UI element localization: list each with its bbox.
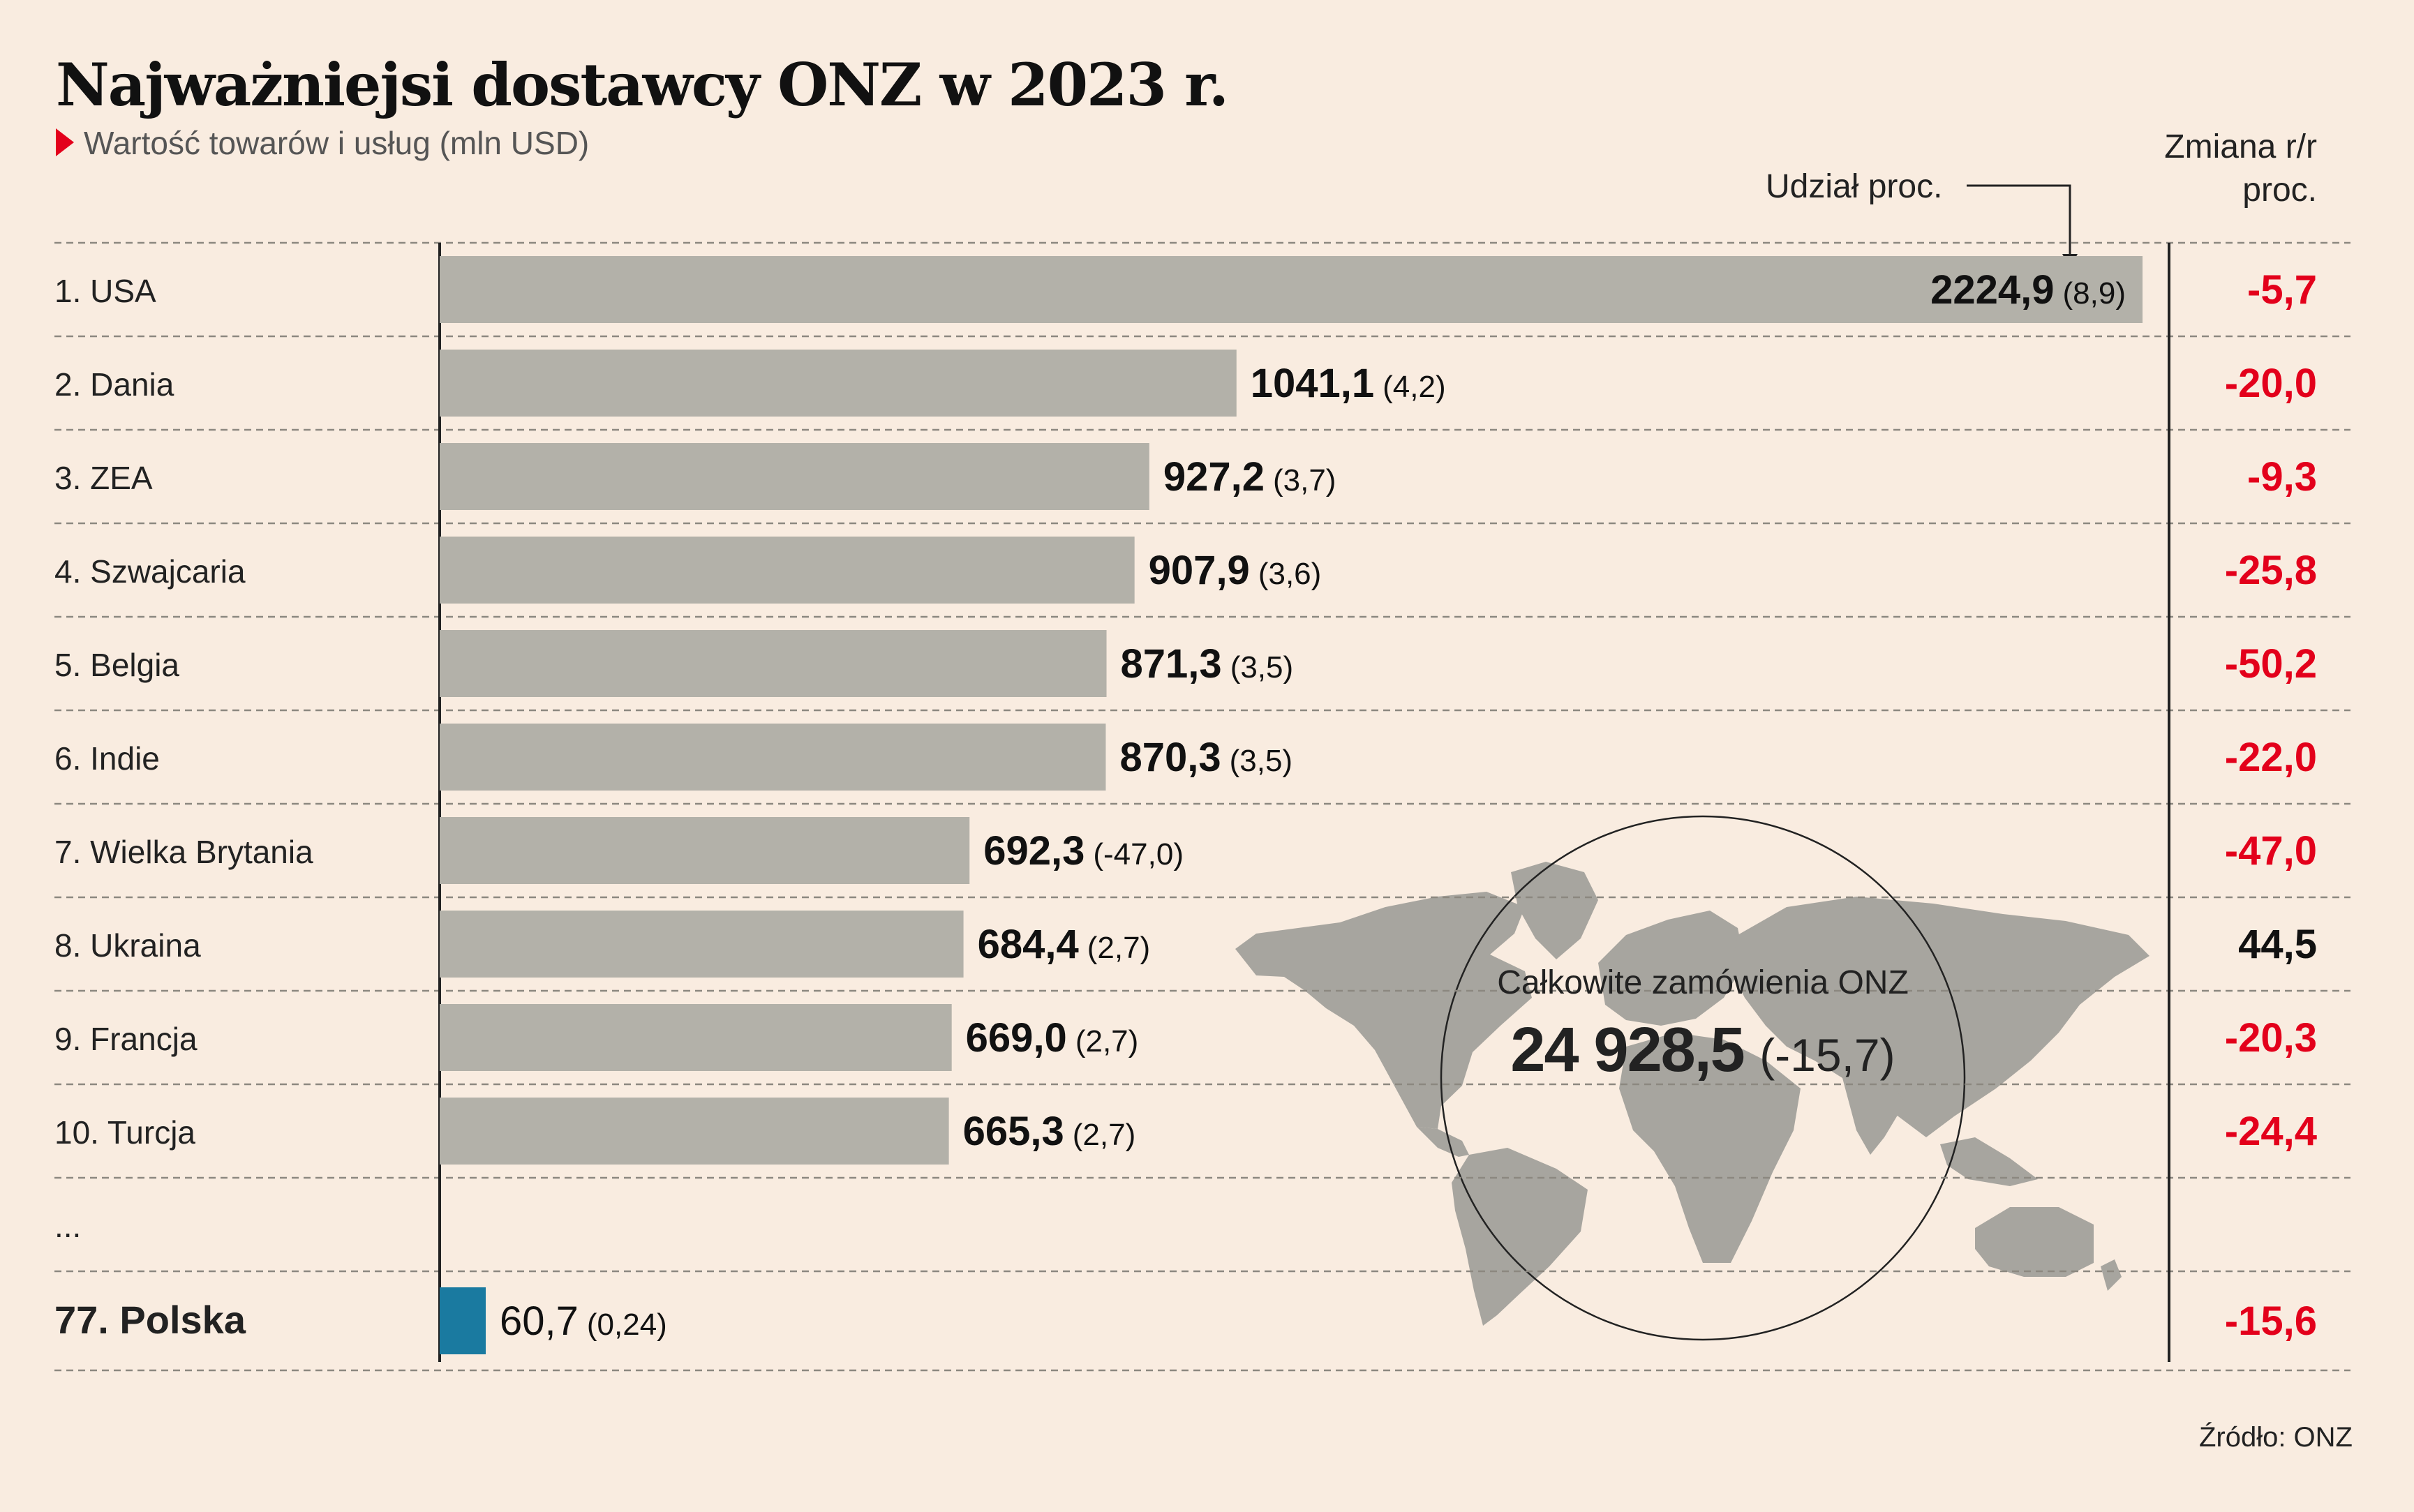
north-america-shape (1235, 892, 1532, 1129)
category-label: 4. Szwajcaria (54, 553, 246, 590)
share-label: (-47,0) (1093, 837, 1184, 871)
category-label: 5. Belgia (54, 647, 179, 683)
source-note: Źródło: ONZ (2198, 1422, 2353, 1453)
bar (440, 350, 1237, 417)
value-label: 665,3 (963, 1109, 1064, 1154)
bar (440, 256, 2143, 323)
data-label: 870,3 (3,5) (1119, 735, 1292, 780)
category-label: 7. Wielka Brytania (54, 834, 313, 870)
data-label: 692,3 (-47,0) (983, 828, 1184, 874)
southeast-asia-shape (1940, 1137, 2038, 1186)
new-zealand-shape (2101, 1259, 2122, 1291)
data-label: 907,9 (3,6) (1149, 548, 1322, 593)
total-orders-value: 24 928,5 (1510, 1015, 1745, 1085)
category-label: 9. Francja (54, 1021, 198, 1057)
share-column-label: Udział proc. (1766, 168, 1943, 205)
value-label: 2224,9 (1930, 267, 2054, 313)
share-label: (8,9) (2063, 276, 2126, 310)
bar (440, 1098, 949, 1165)
central-america-shape (1417, 1127, 1469, 1157)
share-label: (3,5) (1230, 650, 1293, 684)
share-label: (2,7) (1075, 1024, 1138, 1058)
australia-shape (1975, 1207, 2094, 1277)
asia-shape (1731, 897, 2149, 1137)
bar (440, 537, 1135, 604)
change-label: -5,7 (2247, 267, 2317, 313)
data-label: 669,0 (2,7) (966, 1015, 1139, 1061)
europe-shape (1598, 911, 1745, 1026)
value-label: 870,3 (1119, 735, 1221, 780)
red-triangle-icon (56, 128, 74, 156)
share-label: (2,7) (1073, 1118, 1135, 1152)
total-orders-change: (-15,7) (1759, 1029, 1895, 1081)
share-label: (2,7) (1087, 931, 1150, 965)
change-label: 44,5 (2238, 922, 2317, 967)
change-column-header: Zmiana r/r proc. (2164, 128, 2317, 209)
greenland-shape (1511, 862, 1598, 959)
change-label: -47,0 (2225, 828, 2317, 874)
chart-subtitle: Wartość towarów i usług (mln USD) (84, 125, 590, 161)
share-label: (3,7) (1273, 463, 1336, 497)
data-label: 684,4 (2,7) (978, 922, 1151, 967)
change-label: -50,2 (2225, 641, 2317, 687)
bars-layer: 1. USA 2224,9 (8,9) -5,7 2. Dania 1041,1 (4,2)… (54, 241, 2350, 1372)
total-orders-label: Całkowite zamówienia ONZ (1497, 964, 1909, 1001)
data-label: 2224,9 (8,9) (1930, 267, 2126, 313)
bar (440, 724, 1106, 791)
india-shape (1842, 1075, 1905, 1155)
change-label: -9,3 (2247, 454, 2317, 500)
category-label: 2. Dania (54, 366, 174, 403)
value-label: 684,4 (978, 922, 1079, 967)
share-label: (0,24) (587, 1308, 667, 1342)
share-label: (3,6) (1258, 557, 1321, 591)
share-label: (3,5) (1230, 744, 1292, 778)
data-label: 927,2 (3,7) (1163, 454, 1336, 500)
total-orders-block: Całkowite zamówienia ONZ 24 928,5 (-15,7… (1438, 963, 1968, 1086)
south-america-shape (1452, 1148, 1588, 1326)
data-label: 871,3 (3,5) (1121, 641, 1294, 687)
bar (440, 911, 964, 978)
bar (440, 817, 970, 884)
category-label: 6. Indie (54, 740, 160, 777)
category-label: 1. USA (54, 273, 156, 309)
value-label: 907,9 (1149, 548, 1250, 593)
data-label: 60,7 (0,24) (500, 1298, 667, 1344)
data-label: 1041,1 (4,2) (1251, 361, 1446, 406)
value-label: 927,2 (1163, 454, 1265, 500)
share-label: (4,2) (1383, 370, 1445, 404)
change-label: -25,8 (2225, 548, 2317, 593)
change-label: -15,6 (2225, 1298, 2317, 1344)
chart-title: Najważniejsi dostawcy ONZ w 2023 r. (56, 50, 1229, 119)
category-label: 10. Turcja (54, 1114, 195, 1151)
ellipsis-label: ... (54, 1208, 81, 1244)
share-arrow-line (1967, 184, 2071, 260)
change-label: -20,0 (2225, 361, 2317, 406)
total-circle (1440, 815, 1966, 1341)
bar (440, 1004, 952, 1071)
category-label: 8. Ukraina (54, 927, 201, 964)
value-label: 1041,1 (1251, 361, 1374, 406)
change-label: -20,3 (2225, 1015, 2317, 1061)
value-label: 871,3 (1121, 641, 1222, 687)
highlight-bar (440, 1287, 486, 1354)
bar (440, 630, 1107, 697)
value-label: 692,3 (983, 828, 1085, 874)
africa-shape (1619, 1033, 1801, 1263)
total-value-line: 24 928,5 (-15,7) (1438, 1015, 1968, 1086)
change-label: -22,0 (2225, 735, 2317, 780)
world-map (1235, 862, 2149, 1326)
value-label: 669,0 (966, 1015, 1067, 1061)
category-label: 3. ZEA (54, 460, 153, 496)
value-label: 60,7 (500, 1298, 579, 1344)
bar (440, 443, 1149, 510)
change-label: -24,4 (2225, 1109, 2317, 1154)
data-label: 665,3 (2,7) (963, 1109, 1136, 1154)
category-label: 77. Polska (54, 1298, 246, 1342)
